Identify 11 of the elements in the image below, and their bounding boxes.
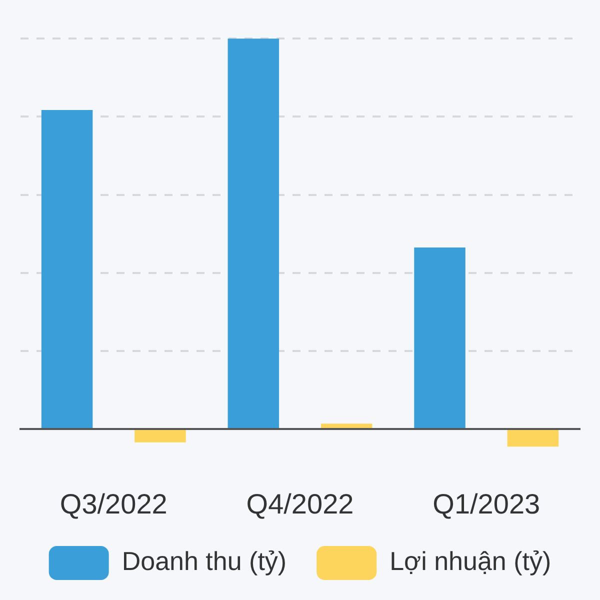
bar bbox=[507, 430, 559, 447]
x-tick-label: Q4/2022 bbox=[246, 488, 354, 520]
bar bbox=[134, 430, 186, 442]
bar bbox=[320, 424, 372, 428]
bar bbox=[414, 247, 466, 428]
x-tick-label: Q1/2023 bbox=[432, 488, 540, 520]
legend-label: Doanh thu (tỷ) bbox=[122, 546, 287, 576]
bar bbox=[228, 38, 280, 428]
x-tick-label: Q3/2022 bbox=[60, 488, 168, 520]
legend-label: Lợi nhuận (tỷ) bbox=[390, 546, 552, 576]
bar bbox=[41, 110, 93, 428]
